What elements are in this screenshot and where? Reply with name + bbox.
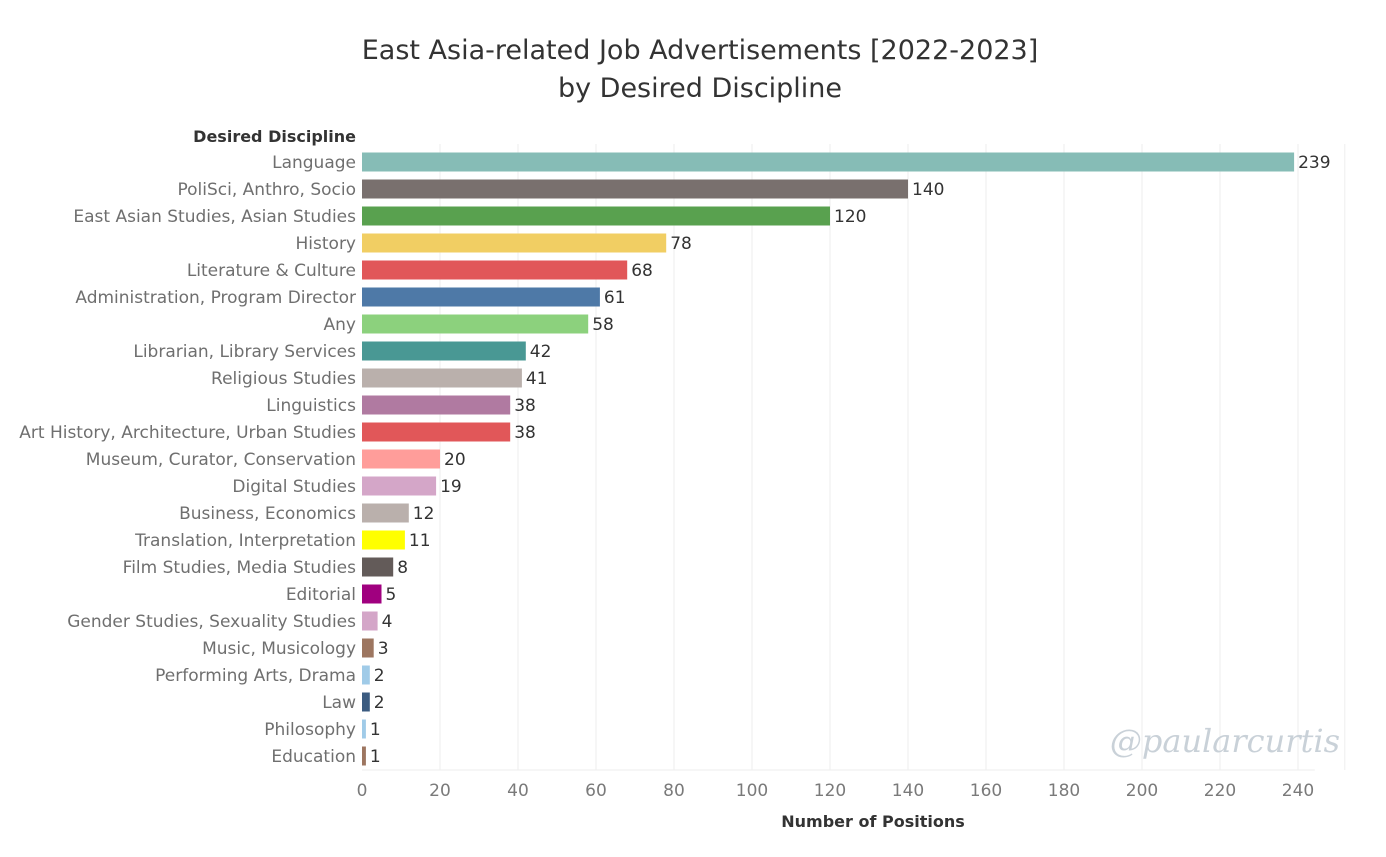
category-label: Administration, Program Director: [75, 288, 356, 308]
category-label: Librarian, Library Services: [133, 342, 356, 362]
category-label: History: [296, 234, 356, 254]
bar: [362, 152, 1295, 172]
bar: [362, 530, 405, 550]
x-tick-label: 80: [663, 781, 685, 801]
bar: [362, 557, 394, 577]
category-label: Editorial: [286, 585, 356, 605]
category-label: Education: [271, 747, 356, 767]
gridlines: [362, 144, 1346, 771]
category-label: Art History, Architecture, Urban Studies: [19, 423, 356, 443]
value-label: 1: [370, 747, 381, 767]
value-label: 42: [530, 342, 552, 362]
bar: [362, 341, 526, 361]
value-label: 58: [592, 315, 614, 335]
category-label: Linguistics: [266, 396, 356, 416]
value-label: 38: [514, 423, 536, 443]
category-label: Law: [322, 693, 356, 713]
bar: [362, 395, 511, 415]
category-axis-header: Desired Discipline: [193, 127, 356, 146]
value-label: 68: [631, 261, 653, 281]
x-tick-label: 140: [892, 781, 924, 801]
value-label: 19: [440, 477, 462, 497]
category-label: Music, Musicology: [202, 639, 356, 659]
x-tick-label: 220: [1204, 781, 1236, 801]
bar: [362, 368, 522, 388]
x-tick-label: 120: [814, 781, 846, 801]
bar: [362, 665, 370, 685]
category-label: Language: [272, 153, 356, 173]
value-label: 12: [413, 504, 435, 524]
category-label: Digital Studies: [232, 477, 356, 497]
x-tick-label: 160: [970, 781, 1002, 801]
watermark: @paularcurtis: [1110, 722, 1340, 760]
x-axis-title: Number of Positions: [781, 812, 965, 831]
category-label: East Asian Studies, Asian Studies: [73, 207, 356, 227]
value-label: 1: [370, 720, 381, 740]
x-tick-label: 20: [429, 781, 451, 801]
value-label: 78: [670, 234, 692, 254]
bar: [362, 638, 374, 658]
bar: [362, 314, 589, 334]
bar: [362, 611, 378, 631]
value-label: 38: [514, 396, 536, 416]
bar: [362, 179, 908, 199]
x-tick-label: 60: [585, 781, 607, 801]
category-label: Translation, Interpretation: [134, 531, 356, 551]
value-label: 5: [386, 585, 397, 605]
category-label: Any: [324, 315, 356, 335]
bar: [362, 233, 667, 253]
bar: [362, 422, 511, 442]
category-label: Religious Studies: [211, 369, 356, 389]
chart-title-line2: by Desired Discipline: [558, 73, 842, 104]
value-label: 2: [374, 666, 385, 686]
category-label: Museum, Curator, Conservation: [86, 450, 356, 470]
bar: [362, 692, 370, 712]
x-axis-ticks: 0 20 40 60 80 100 120 140 160 180 200 220 240: [357, 781, 1315, 801]
category-label: Gender Studies, Sexuality Studies: [67, 612, 356, 632]
bars: [362, 152, 1295, 766]
chart-title-line1: East Asia-related Job Advertisements [20…: [362, 35, 1039, 66]
bar: [362, 503, 409, 523]
value-label: 11: [409, 531, 431, 551]
value-label: 120: [834, 207, 866, 227]
x-tick-label: 180: [1048, 781, 1080, 801]
bar: [362, 260, 628, 280]
category-label: PoliSci, Anthro, Socio: [178, 180, 357, 200]
x-tick-label: 0: [357, 781, 368, 801]
value-labels: 2391401207868615842413838201912118543221…: [370, 153, 1331, 767]
value-label: 140: [912, 180, 944, 200]
bar: [362, 584, 382, 604]
category-label: Literature & Culture: [187, 261, 356, 281]
value-label: 61: [604, 288, 626, 308]
value-label: 3: [378, 639, 389, 659]
value-label: 239: [1298, 153, 1330, 173]
value-label: 2: [374, 693, 385, 713]
value-label: 8: [397, 558, 408, 578]
x-tick-label: 240: [1282, 781, 1314, 801]
bar: [362, 449, 440, 469]
value-label: 20: [444, 450, 466, 470]
value-label: 41: [526, 369, 548, 389]
bar: [362, 287, 600, 307]
bar: [362, 719, 366, 739]
category-label: Film Studies, Media Studies: [123, 558, 356, 578]
category-label: Performing Arts, Drama: [155, 666, 356, 686]
bar: [362, 746, 366, 766]
x-tick-label: 100: [736, 781, 768, 801]
category-label: Business, Economics: [179, 504, 356, 524]
value-label: 4: [382, 612, 393, 632]
x-tick-label: 200: [1126, 781, 1158, 801]
bar: [362, 476, 437, 496]
x-tick-label: 40: [507, 781, 529, 801]
category-labels: Language PoliSci, Anthro, Socio East Asian…: [19, 153, 356, 767]
bar: [362, 206, 830, 226]
category-label: Philosophy: [264, 720, 356, 740]
